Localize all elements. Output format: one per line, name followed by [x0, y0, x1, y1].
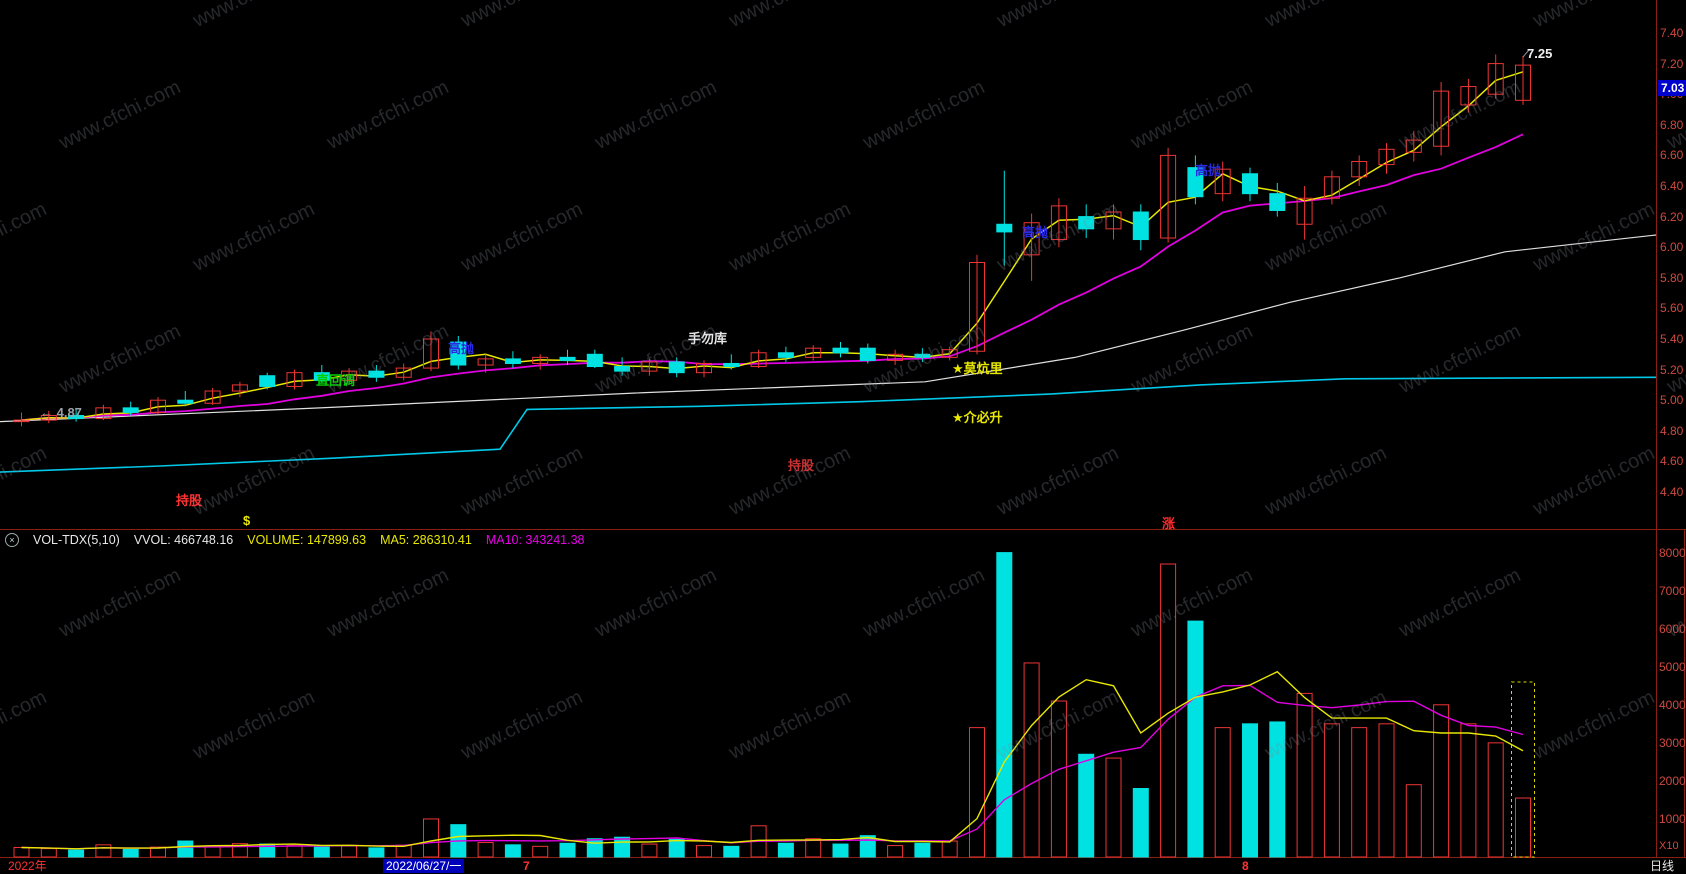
- price-tick: 4.60: [1660, 454, 1684, 469]
- volume-multiplier-label: X10: [1659, 840, 1679, 852]
- chart-annotation: 高抛: [1022, 225, 1049, 240]
- vvol-value: VVOL: 466748.16: [133, 532, 234, 547]
- timeline-selected-date: 2022/06/27/一: [383, 859, 465, 873]
- volume-tick: 50000: [1659, 659, 1686, 674]
- chart-annotation: ★介必升: [952, 410, 1003, 425]
- indicator-collapse-icon[interactable]: ×: [5, 532, 19, 547]
- last-bar-highlight: [1511, 681, 1535, 858]
- indicator-name[interactable]: VOL-TDX(5,10): [33, 532, 120, 547]
- chart-annotation: 手勿库: [688, 331, 728, 346]
- price-tick: 6.60: [1660, 148, 1684, 163]
- volume-tick: 60000: [1659, 621, 1686, 636]
- volume-value: VOLUME: 147899.63: [247, 532, 367, 547]
- chart-annotation: 高抛: [1195, 163, 1222, 178]
- chart-annotation: ← 4.87: [40, 405, 82, 420]
- volume-tick: 70000: [1659, 583, 1686, 598]
- timeline-year: 2022年: [8, 859, 47, 873]
- chart-annotation: 高抛: [448, 341, 475, 356]
- period-selector[interactable]: 日线: [1650, 859, 1675, 873]
- timeline-month-label: 7: [523, 859, 530, 873]
- high-marker-arrow: [1522, 49, 1530, 58]
- price-ma-lines: [0, 71, 1657, 473]
- price-tick: 6.20: [1660, 209, 1684, 224]
- volume-tick: 80000: [1659, 545, 1686, 560]
- price-tick: 7.40: [1660, 26, 1684, 40]
- candlestick-series[interactable]: [13, 54, 1531, 427]
- volume-ma-lines: [21, 670, 1524, 850]
- chart-annotation: ★莫炕里: [952, 361, 1003, 376]
- chart-annotation: 7.25: [1527, 46, 1553, 61]
- volume-tick: 10000: [1659, 811, 1686, 826]
- price-tick: 5.80: [1660, 270, 1684, 285]
- volume-tick: 20000: [1659, 773, 1686, 788]
- current-price-tag: 7.03: [1658, 80, 1686, 96]
- ma10-value: MA10: 343241.38: [485, 532, 585, 547]
- timeline-signal-marker: $: [243, 513, 251, 528]
- price-tick: 5.60: [1660, 301, 1684, 316]
- indicator-header: × VOL-TDX(5,10) VVOL: 466748.16 VOLUME: …: [5, 531, 585, 548]
- price-tick: 6.40: [1660, 179, 1684, 193]
- ma5-value: MA5: 286310.41: [380, 532, 472, 547]
- chart-annotation: 持股: [176, 493, 203, 508]
- price-tick: 6.80: [1660, 117, 1684, 132]
- price-tick: 4.40: [1660, 485, 1684, 499]
- price-tick: 7.20: [1660, 56, 1684, 71]
- price-tick: 5.00: [1660, 393, 1684, 408]
- volume-tick: 40000: [1659, 697, 1686, 712]
- chart-annotation: 持股: [788, 458, 815, 473]
- timeline-signal-marker: 涨: [1162, 516, 1176, 531]
- volume-tick: 30000: [1659, 735, 1686, 750]
- volume-series[interactable]: [13, 552, 1531, 858]
- price-tick: 6.00: [1660, 240, 1684, 255]
- price-tick: 5.20: [1660, 362, 1684, 377]
- timeline-bar: 2022年 2022/06/27/一 日线 7 8: [0, 858, 1686, 874]
- price-tick: 4.80: [1660, 423, 1684, 438]
- price-tick: 5.40: [1660, 332, 1684, 346]
- chart-annotation: 直回调: [316, 373, 356, 388]
- timeline-month-label: 8: [1242, 859, 1249, 873]
